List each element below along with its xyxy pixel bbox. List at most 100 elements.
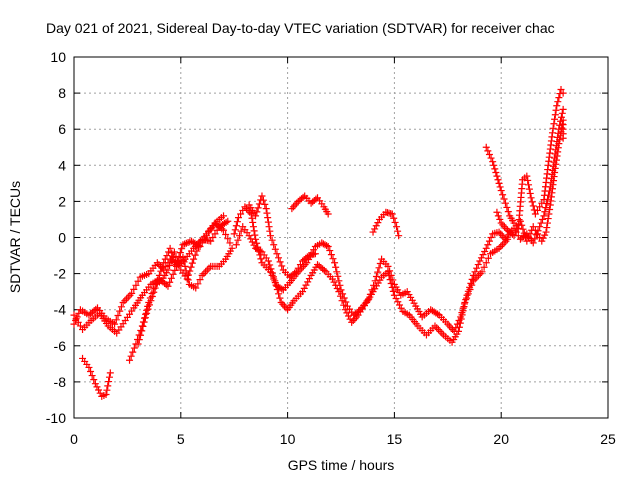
x-tick-label: 10	[280, 431, 296, 447]
data-point	[191, 251, 199, 259]
series-track-i	[288, 192, 332, 218]
data-point	[497, 230, 505, 238]
data-point	[300, 284, 308, 292]
data-point	[150, 288, 158, 296]
data-point	[471, 268, 479, 276]
data-point	[525, 181, 533, 189]
data-point	[323, 242, 331, 250]
data-point	[458, 311, 466, 319]
data-point	[179, 253, 187, 261]
data-point	[264, 218, 272, 226]
data-point	[262, 205, 270, 213]
data-point	[134, 340, 142, 348]
y-tick-label: -2	[54, 266, 67, 282]
data-point	[272, 281, 280, 289]
data-point	[245, 232, 253, 240]
data-point	[477, 254, 485, 262]
data-point	[202, 268, 210, 276]
data-point	[134, 277, 142, 285]
data-point	[476, 257, 484, 265]
data-point	[549, 124, 557, 132]
data-point	[207, 237, 215, 245]
data-point	[294, 264, 302, 272]
data-point	[479, 251, 487, 259]
data-point	[267, 232, 275, 240]
data-point	[455, 323, 463, 331]
data-point	[494, 212, 502, 220]
data-point	[464, 290, 472, 298]
data-point	[493, 172, 501, 180]
data-point	[234, 214, 242, 222]
data-point	[276, 258, 284, 266]
data-point	[293, 199, 301, 207]
data-point	[333, 284, 341, 292]
data-point	[231, 226, 239, 234]
data-point	[95, 386, 103, 394]
data-point	[539, 234, 547, 242]
series-track-m	[510, 105, 567, 247]
data-point	[536, 223, 544, 231]
data-point	[237, 210, 245, 218]
data-point	[299, 288, 307, 296]
data-point	[248, 238, 256, 246]
data-point	[270, 241, 278, 249]
data-point	[194, 280, 202, 288]
data-point	[178, 245, 186, 253]
data-point	[135, 336, 143, 344]
data-point	[557, 117, 565, 125]
data-point	[557, 113, 565, 121]
data-point	[291, 201, 299, 209]
data-point	[487, 234, 495, 241]
data-point	[161, 255, 169, 263]
data-point	[96, 389, 104, 397]
data-point	[148, 292, 156, 300]
data-point	[232, 222, 240, 230]
data-point	[138, 327, 146, 335]
data-point	[528, 198, 536, 206]
data-point	[434, 326, 442, 334]
data-point	[547, 179, 555, 187]
data-point	[321, 241, 329, 249]
data-point	[461, 298, 469, 306]
data-point	[344, 312, 352, 320]
data-point	[436, 327, 444, 335]
data-point	[278, 262, 286, 270]
data-point	[518, 221, 526, 229]
data-point	[482, 143, 490, 151]
data-point	[546, 183, 554, 191]
data-point	[87, 368, 95, 376]
series-track-j	[369, 208, 403, 240]
data-point	[551, 150, 559, 158]
data-point	[537, 219, 545, 227]
data-point	[336, 292, 344, 300]
data-point	[523, 172, 531, 180]
data-point	[90, 376, 98, 384]
data-point	[529, 239, 537, 247]
data-point	[151, 284, 159, 292]
data-point	[124, 293, 132, 301]
series-track-b	[70, 217, 232, 337]
data-point	[234, 236, 242, 244]
data-point	[497, 243, 505, 251]
data-point	[154, 276, 162, 284]
data-point	[70, 311, 78, 319]
data-point	[288, 205, 296, 213]
data-point	[548, 171, 556, 179]
data-point	[526, 189, 534, 197]
data-point	[496, 215, 504, 223]
y-tick-label: 10	[50, 49, 66, 65]
data-point	[117, 303, 125, 311]
data-point	[73, 313, 81, 321]
data-point	[76, 322, 84, 330]
data-point	[491, 165, 499, 173]
data-point	[534, 206, 542, 214]
data-point	[489, 158, 497, 166]
data-point	[194, 243, 202, 251]
data-point	[555, 125, 563, 133]
data-point	[468, 281, 476, 289]
data-point	[393, 223, 401, 231]
data-point	[85, 363, 93, 371]
data-point	[484, 147, 492, 155]
data-point	[549, 166, 557, 174]
data-point	[266, 227, 274, 235]
